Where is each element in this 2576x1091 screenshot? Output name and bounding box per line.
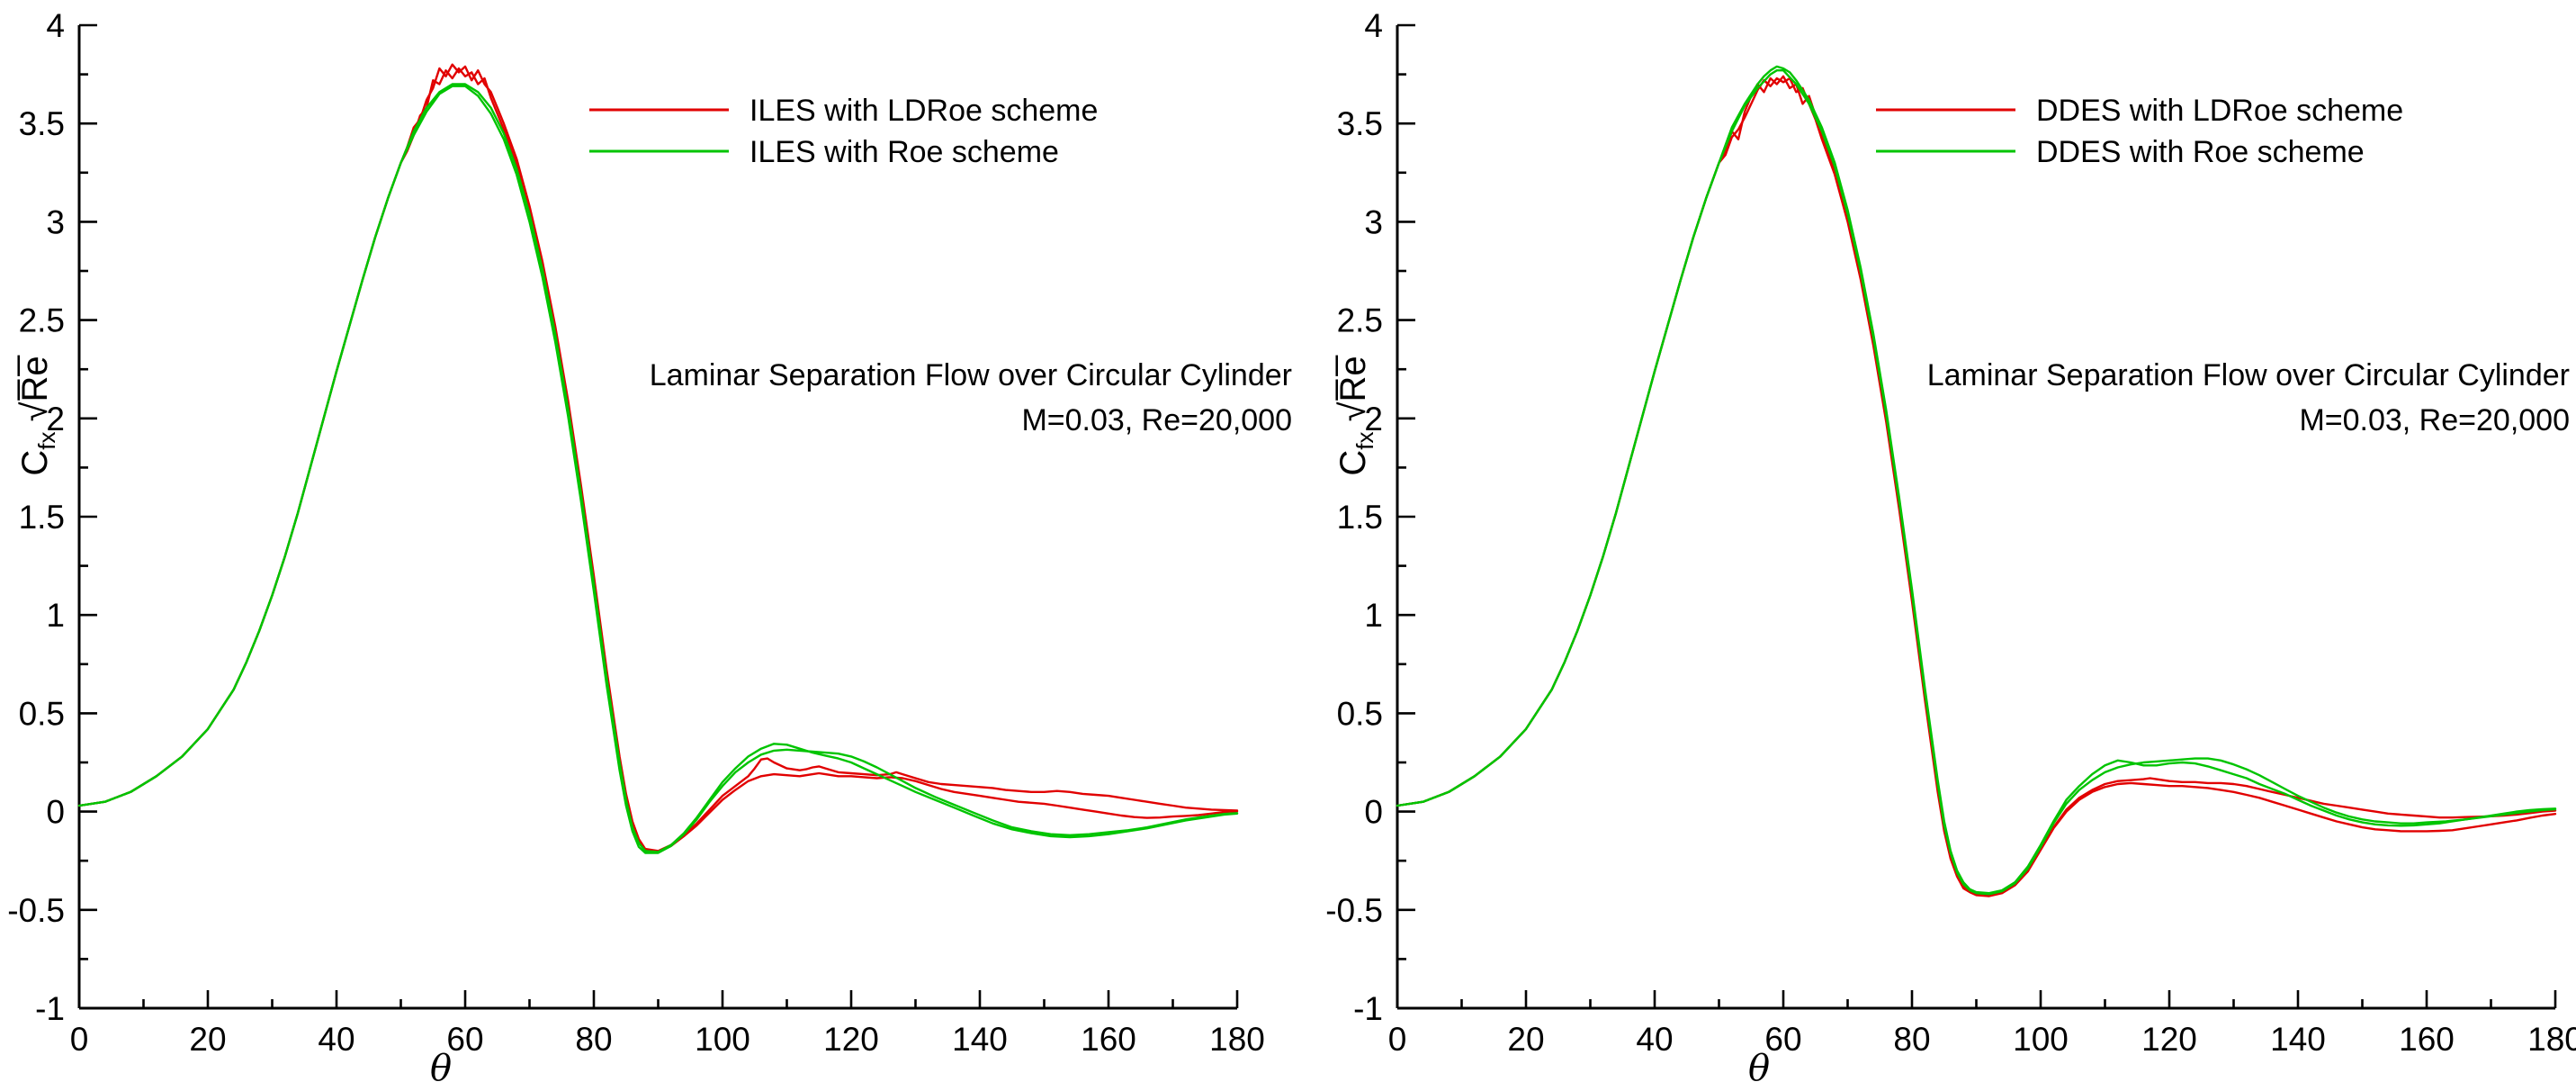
x-tick-label: 160: [1081, 1021, 1136, 1058]
iles-chart: 0 20 40 60 80 100 120 140 160 180 -1 -0.5 0 0.5 1 1.5 2 2…: [7, 7, 1292, 1089]
y-tick-label: 1: [1364, 597, 1383, 634]
y-tick-label: 3: [46, 203, 65, 240]
y-tick-label: -0.5: [1325, 892, 1383, 929]
y-tick-label: 2: [46, 401, 65, 437]
x-tick-label: 0: [1388, 1021, 1407, 1058]
series-curve: [77, 67, 1239, 853]
y-axis-title: Cfx √R̅e̅: [1333, 355, 1378, 475]
y-tick-label: -1: [35, 990, 65, 1027]
legend-label: ILES with Roe scheme: [749, 135, 1059, 169]
y-tick-label: 3: [1364, 203, 1383, 240]
x-tick-label: 140: [952, 1021, 1008, 1058]
y-tick-label: 3.5: [1337, 105, 1383, 142]
x-tick-label: 0: [70, 1021, 89, 1058]
y-tick-label: 0: [46, 794, 65, 831]
x-tick-label: 40: [318, 1021, 355, 1058]
x-tick-label: 120: [823, 1021, 879, 1058]
annotation-line1: Laminar Separation Flow over Circular Cy…: [1927, 358, 2570, 392]
annotation-line2: M=0.03, Re=20,000: [1021, 403, 1292, 437]
y-tick-label: 1.5: [1337, 499, 1383, 536]
x-tick-label: 80: [1893, 1021, 1930, 1058]
series-curve: [1396, 69, 2557, 896]
y-tick-label: 0.5: [19, 695, 65, 732]
x-tick-label: 180: [1209, 1021, 1265, 1058]
series-curve: [1396, 77, 2557, 897]
y-tick-label: 0.5: [1337, 695, 1383, 732]
legend-label: DDES with LDRoe scheme: [2036, 94, 2403, 128]
x-tick-label: 60: [446, 1021, 483, 1058]
annotation-line1: Laminar Separation Flow over Circular Cy…: [650, 358, 1292, 392]
y-tick-label: 1.5: [19, 499, 65, 536]
x-tick-label: 80: [575, 1021, 612, 1058]
x-tick-label: 60: [1764, 1021, 1801, 1058]
x-tick-label: 20: [189, 1021, 226, 1058]
y-axis-title: Cfx √R̅e̅: [15, 355, 60, 475]
y-tick-label: 4: [1364, 7, 1383, 44]
x-axis-title: θ: [1748, 1048, 1770, 1089]
x-tick-label: 120: [2141, 1021, 2197, 1058]
x-tick-label: 180: [2527, 1021, 2576, 1058]
x-tick-label: 160: [2399, 1021, 2455, 1058]
series-curve: [1396, 75, 2557, 897]
y-tick-label: 0: [1364, 794, 1383, 831]
series-curve: [77, 85, 1239, 854]
series-curve: [1396, 65, 2557, 895]
y-tick-label: 2.5: [19, 302, 65, 339]
y-tick-label: 1: [46, 597, 65, 634]
x-tick-label: 40: [1636, 1021, 1673, 1058]
x-axis-title: θ: [430, 1048, 452, 1089]
legend-label: ILES with LDRoe scheme: [749, 94, 1098, 128]
y-tick-label: 2.5: [1337, 302, 1383, 339]
y-tick-label: -1: [1353, 990, 1383, 1027]
y-tick-label: 2: [1364, 401, 1383, 437]
x-tick-label: 140: [2270, 1021, 2326, 1058]
x-tick-label: 20: [1507, 1021, 1544, 1058]
ddes-chart: 0 20 40 60 80 100 120 140 160 180 -1 -0.5 0 0.5 1 1.5 2 2…: [1325, 7, 2576, 1089]
y-tick-label: -0.5: [7, 892, 65, 929]
legend-label: DDES with Roe scheme: [2036, 135, 2365, 169]
x-tick-label: 100: [2013, 1021, 2069, 1058]
series-curve: [77, 83, 1239, 853]
y-tick-label: 3.5: [19, 105, 65, 142]
x-tick-label: 100: [695, 1021, 750, 1058]
annotation-line2: M=0.03, Re=20,000: [2299, 403, 2570, 437]
series-curve: [77, 63, 1239, 852]
y-tick-label: 4: [46, 7, 65, 44]
